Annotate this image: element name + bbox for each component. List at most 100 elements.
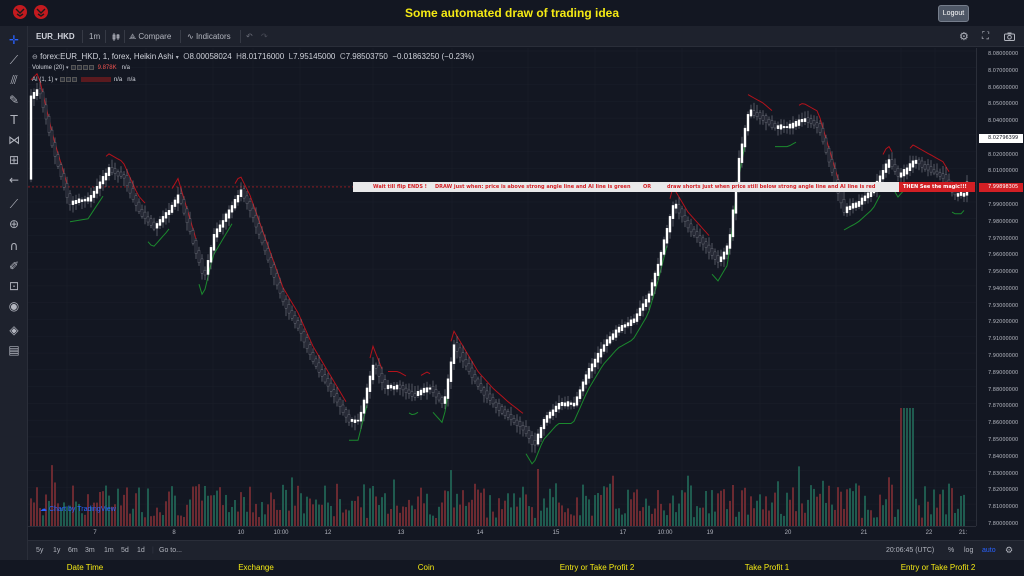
percent-toggle[interactable]: %: [948, 547, 955, 554]
volume-bar: [954, 512, 956, 526]
fullscreen-icon[interactable]: ⛶: [982, 31, 989, 42]
camera-icon[interactable]: [1004, 26, 1015, 47]
symbol-search[interactable]: EUR_HKD: [36, 32, 75, 41]
volume-bar: [576, 497, 578, 526]
more-icon[interactable]: [89, 65, 95, 70]
dropdown-chevron-icon[interactable]: ▾: [55, 77, 58, 84]
ai-line-green: [69, 141, 965, 465]
indicators-button[interactable]: ∿ Indicators: [187, 26, 231, 47]
volume-bar: [516, 506, 518, 526]
candle-body: [272, 264, 276, 278]
ai-legend[interactable]: AI (1, 1) ▾ n/a n/a: [32, 77, 136, 83]
settings-icon[interactable]: [66, 77, 72, 82]
settings-icon[interactable]: ⚙: [959, 30, 969, 43]
candle-body: [779, 124, 783, 130]
trade-idea-annotation[interactable]: Wait till flip ENDS ! DRAW just when: pr…: [353, 182, 975, 192]
volume-bar: [672, 495, 674, 526]
price-axis[interactable]: 8.08000000 8.07000000 8.06000000 8.05000000…: [976, 48, 1024, 527]
main-series-legend[interactable]: ⊖ forex:EUR_HKD, 1, forex, Heikin Ashi ▾…: [32, 52, 474, 61]
volume-bar: [720, 490, 722, 526]
volume-bar: [288, 510, 290, 526]
log-toggle[interactable]: log: [964, 547, 974, 554]
range-1y[interactable]: 1y: [53, 547, 61, 554]
range-6m[interactable]: 6m: [68, 547, 78, 554]
close-icon[interactable]: [83, 65, 89, 70]
flag-icon[interactable]: [11, 4, 29, 20]
candle-body: [404, 387, 408, 393]
fib-icon[interactable]: ⫻: [10, 73, 18, 87]
candle-body: [956, 193, 960, 197]
text-icon[interactable]: T: [10, 113, 18, 127]
candle-body: [821, 128, 825, 143]
eye-icon[interactable]: [60, 77, 66, 82]
candle-body: [719, 256, 723, 262]
range-5y[interactable]: 5y: [36, 547, 44, 554]
brush-icon[interactable]: ✎: [8, 93, 20, 107]
candle-body: [431, 386, 435, 394]
chart-canvas[interactable]: [28, 48, 976, 526]
lock-icon[interactable]: ⊡: [8, 279, 20, 293]
time-tick-label: 21: [860, 530, 868, 536]
crosshair-icon[interactable]: ✛: [8, 33, 20, 47]
volume-bar: [411, 505, 413, 526]
volume-bar: [432, 515, 434, 526]
utc-clock[interactable]: 20:06:45 (UTC): [886, 547, 935, 554]
chart-toolbar: EUR_HKD 1m ⟁ Compare ∿ Indicators ↶ ↷ ⚙ …: [28, 26, 1024, 47]
pattern-icon[interactable]: ⋈: [8, 133, 20, 147]
auto-toggle[interactable]: auto: [982, 547, 996, 554]
volume-bar: [264, 514, 266, 526]
interval-button[interactable]: 1m: [89, 32, 101, 41]
volume-bar: [645, 498, 647, 526]
candle-body: [290, 310, 294, 319]
magnet-icon[interactable]: ∩: [9, 239, 19, 253]
prediction-icon[interactable]: ⊞: [8, 153, 20, 167]
volume-bar: [939, 494, 941, 526]
range-3m[interactable]: 3m: [85, 547, 95, 554]
flag-icon[interactable]: [32, 4, 50, 20]
volume-bar: [303, 513, 305, 526]
measure-icon[interactable]: ⟋: [9, 197, 19, 211]
candle-body: [806, 117, 810, 123]
trash-icon[interactable]: ▤: [8, 343, 20, 357]
stay-drawing-icon[interactable]: ✐: [8, 259, 20, 273]
candle-body: [536, 433, 540, 445]
candle-body: [413, 393, 417, 398]
settings-icon[interactable]: [77, 65, 83, 70]
trend-line-icon[interactable]: ⟋: [9, 53, 19, 67]
candle-body: [230, 205, 234, 213]
volume-bar: [249, 486, 251, 526]
compare-button[interactable]: ⟁ Compare: [129, 26, 171, 47]
eye-icon[interactable]: [71, 65, 77, 70]
eye-icon[interactable]: ◉: [8, 299, 20, 313]
goto-button[interactable]: Go to...: [159, 547, 182, 554]
price-chart[interactable]: [28, 48, 976, 526]
candle-body: [866, 192, 870, 199]
range-1m[interactable]: 1m: [104, 547, 114, 554]
layers-icon[interactable]: ◈: [9, 323, 19, 337]
candle-body: [353, 419, 357, 423]
tradingview-watermark[interactable]: ☁ Chart by TradingView: [40, 505, 116, 513]
time-axis[interactable]: 7 8 10 10:00 12 13 14 15 17 10:00 19 20 21 22 21:: [28, 526, 976, 540]
volume-bar: [63, 502, 65, 526]
volume-bar: [546, 507, 548, 526]
range-5d[interactable]: 5d: [121, 547, 129, 554]
chart-style-icon[interactable]: [111, 26, 121, 47]
dropdown-chevron-icon[interactable]: ▾: [66, 65, 69, 72]
dropdown-chevron-icon[interactable]: ▾: [175, 55, 179, 61]
footer-date-time: Date Time: [66, 563, 104, 572]
settings-icon[interactable]: ⚙: [1005, 546, 1014, 556]
collapse-icon[interactable]: ⊖: [32, 53, 38, 61]
volume-bar: [843, 508, 845, 526]
time-tick-label: 19: [706, 530, 714, 536]
back-arrow-icon[interactable]: ←: [8, 173, 20, 187]
redo-icon[interactable]: ↷: [261, 32, 268, 41]
logout-button[interactable]: Logout: [938, 5, 969, 22]
range-1d[interactable]: 1d: [137, 547, 145, 554]
zoom-in-icon[interactable]: ⊕: [8, 217, 20, 231]
close-icon[interactable]: [72, 77, 78, 82]
volume-legend[interactable]: Volume (20) ▾ 9.878K n/a: [32, 65, 130, 71]
volume-bar: [210, 495, 212, 526]
undo-icon[interactable]: ↶: [246, 32, 253, 41]
price-tick-label: 7.97000000: [988, 235, 1019, 242]
volume-bar: [363, 484, 365, 526]
